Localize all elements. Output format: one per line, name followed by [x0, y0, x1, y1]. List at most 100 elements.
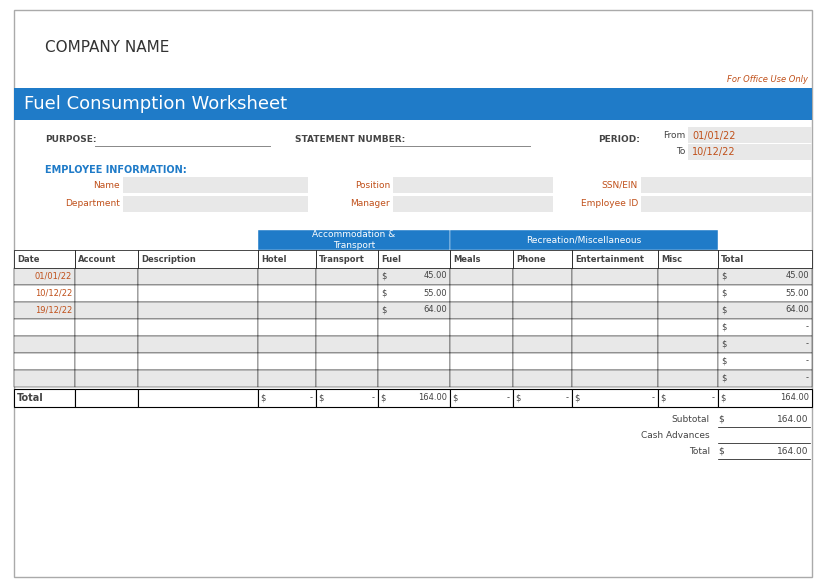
Text: Fuel: Fuel [381, 255, 401, 264]
Bar [123, 177, 308, 193]
Bar [450, 230, 718, 250]
Bar [572, 389, 658, 407]
Bar [138, 370, 258, 387]
Text: $: $ [574, 393, 579, 403]
Text: -: - [806, 373, 809, 383]
Text: Description: Description [141, 255, 196, 264]
Bar [658, 389, 718, 407]
Bar [123, 196, 308, 212]
Bar [718, 319, 812, 336]
Bar [14, 285, 75, 302]
Bar [378, 250, 450, 268]
Bar [658, 268, 718, 285]
Bar [513, 302, 572, 319]
Text: Fuel Consumption Worksheet: Fuel Consumption Worksheet [24, 95, 287, 113]
Text: 55.00: 55.00 [424, 288, 447, 298]
Bar [718, 336, 812, 353]
Bar [450, 250, 513, 268]
Text: $: $ [515, 393, 520, 403]
Bar [258, 336, 316, 353]
Text: Position: Position [354, 180, 390, 190]
Text: Date: Date [17, 255, 40, 264]
Text: 01/01/22: 01/01/22 [692, 131, 735, 141]
Bar [718, 250, 812, 268]
Bar [513, 389, 572, 407]
Bar [258, 353, 316, 370]
Bar [316, 319, 378, 336]
Bar [658, 319, 718, 336]
Text: Recreation/Miscellaneous: Recreation/Miscellaneous [526, 235, 642, 245]
Bar [378, 285, 450, 302]
Text: Total: Total [17, 393, 44, 403]
Bar [75, 268, 138, 285]
Bar [688, 127, 812, 143]
Text: 164.00: 164.00 [418, 393, 447, 403]
Bar [258, 285, 316, 302]
Text: $: $ [380, 393, 386, 403]
Text: Name: Name [93, 180, 120, 190]
Bar [658, 285, 718, 302]
Bar [513, 268, 572, 285]
Text: -: - [310, 393, 313, 403]
Text: Manager: Manager [350, 198, 390, 207]
Bar [378, 302, 450, 319]
Bar [718, 389, 812, 407]
Bar [258, 302, 316, 319]
Text: -: - [566, 393, 569, 403]
Text: 01/01/22: 01/01/22 [35, 272, 72, 281]
Text: $: $ [260, 393, 265, 403]
Bar [138, 389, 258, 407]
Bar [450, 336, 513, 353]
Text: 164.00: 164.00 [776, 414, 808, 423]
Bar [75, 285, 138, 302]
Bar [658, 370, 718, 387]
Bar [513, 336, 572, 353]
Bar [316, 336, 378, 353]
Bar [718, 268, 812, 285]
Text: $: $ [721, 356, 726, 366]
Bar [138, 319, 258, 336]
Text: Cash Advances: Cash Advances [641, 430, 710, 440]
Bar [450, 285, 513, 302]
Text: -: - [806, 339, 809, 349]
Bar [14, 250, 75, 268]
Bar [258, 389, 316, 407]
Bar [316, 370, 378, 387]
Text: -: - [372, 393, 375, 403]
Bar [14, 319, 75, 336]
Bar [513, 285, 572, 302]
Bar [258, 319, 316, 336]
Text: To: To [676, 147, 685, 157]
Bar [138, 285, 258, 302]
Bar [378, 370, 450, 387]
Bar [316, 250, 378, 268]
Text: Misc: Misc [661, 255, 682, 264]
Bar [450, 389, 513, 407]
Text: PERIOD:: PERIOD: [598, 136, 640, 144]
Text: Total: Total [721, 255, 744, 264]
Bar [14, 353, 75, 370]
Bar [513, 250, 572, 268]
Text: Accommodation &
Transport: Accommodation & Transport [312, 230, 396, 249]
Bar [450, 319, 513, 336]
Bar [14, 268, 75, 285]
Text: $: $ [381, 305, 387, 315]
Bar [718, 353, 812, 370]
Bar [641, 196, 812, 212]
Text: COMPANY NAME: COMPANY NAME [45, 41, 169, 56]
Text: Department: Department [65, 198, 120, 207]
Bar [572, 268, 658, 285]
Bar [138, 250, 258, 268]
Bar [378, 336, 450, 353]
Bar [572, 353, 658, 370]
Text: -: - [652, 393, 655, 403]
Bar [450, 302, 513, 319]
Text: $: $ [718, 447, 724, 456]
Bar [75, 336, 138, 353]
Bar [378, 319, 450, 336]
Text: Employee ID: Employee ID [581, 198, 638, 207]
Text: -: - [712, 393, 715, 403]
Text: $: $ [381, 288, 387, 298]
Text: Entertainment: Entertainment [575, 255, 644, 264]
Text: Total: Total [689, 447, 710, 456]
